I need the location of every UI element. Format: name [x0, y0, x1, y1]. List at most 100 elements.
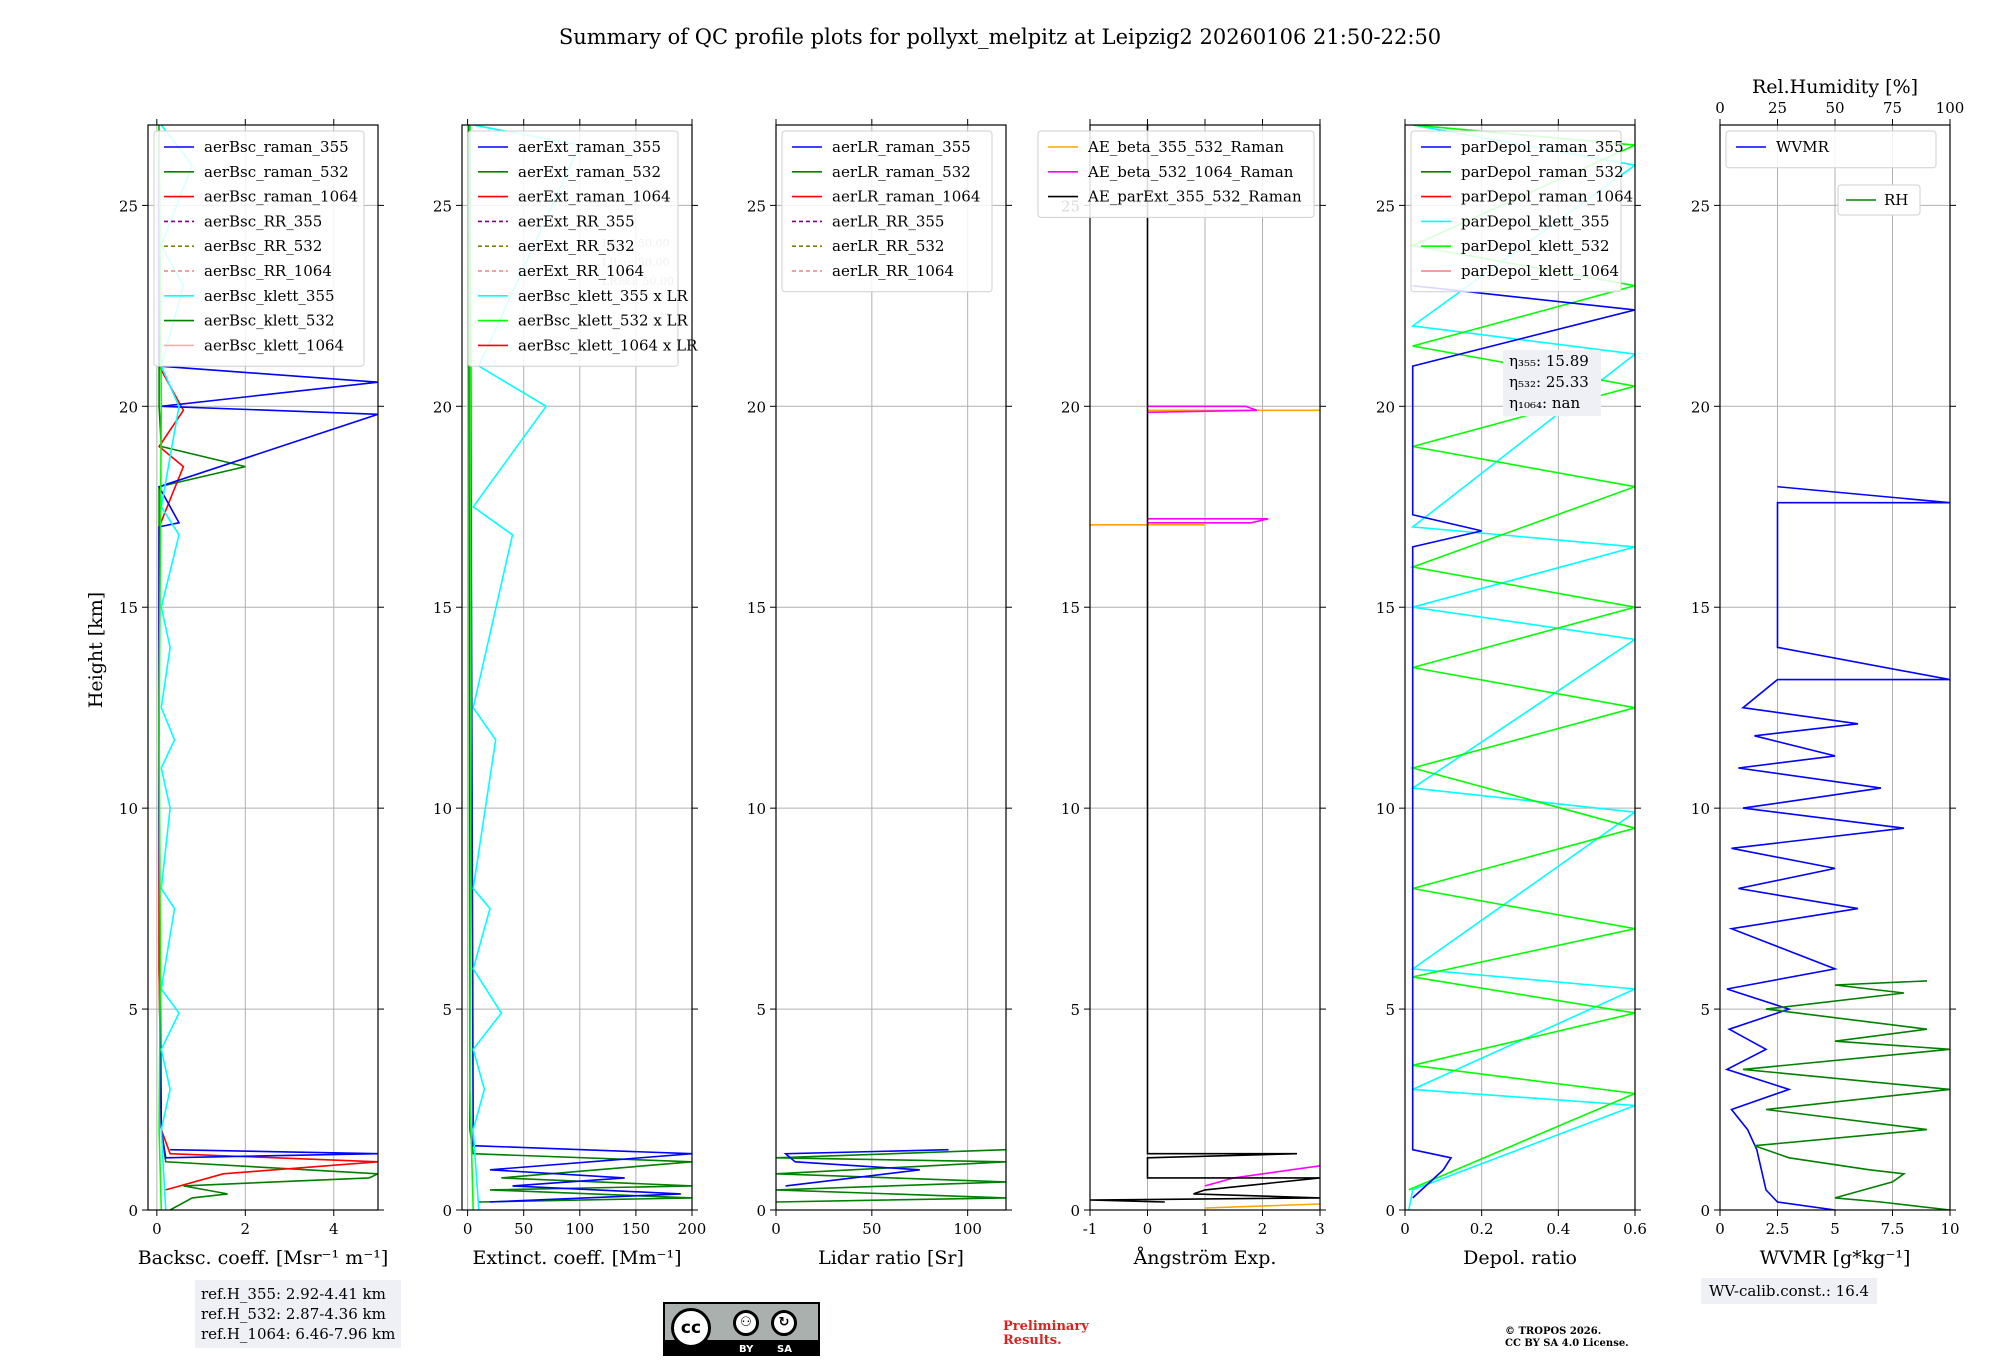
copyright-line-1: © TROPOS 2026.	[1505, 1326, 1602, 1337]
profile-panel-2: 0 5 10 15 20 25 0 50 100 150 200 Extinct. coeff. [M…	[433, 119, 706, 1269]
x-tick-label: 0	[152, 1220, 162, 1238]
x-tick-label: 3	[1315, 1220, 1325, 1238]
x-tick-label: 7.5	[1881, 1220, 1905, 1238]
eta-box	[1503, 350, 1601, 417]
series-line-parDepol_klett_355	[1408, 125, 1635, 1210]
y-tick-label: 20	[119, 398, 138, 416]
y-tick-label: 15	[1376, 599, 1395, 617]
legend-label: AE_beta_532_1064_Raman	[1087, 163, 1294, 181]
y-tick-label: 20	[747, 398, 766, 416]
legend-label: parDepol_klett_355	[1461, 212, 1610, 230]
ref-height-355: ref.H_355: 2.92-4.41 km	[201, 1285, 386, 1303]
profile-panel-1: 0 5 10 15 20 25 0 2 4 Backsc. coeff. [Msr⁻¹ m⁻¹] a…	[119, 119, 388, 1269]
x-tick-label: 0.6	[1623, 1220, 1647, 1238]
y-tick-label: 15	[1061, 599, 1080, 617]
series-line-aerExt_raman_355	[469, 125, 692, 1203]
legend-label: aerExt_raman_532	[518, 163, 661, 181]
legend-label: RH	[1884, 191, 1908, 209]
y-tick-label: 10	[1376, 800, 1395, 818]
panel-frame	[1404, 124, 1636, 1211]
legend-label: WVMR	[1776, 138, 1830, 156]
legend-label: aerBsc_klett_532	[204, 312, 335, 330]
x-tick-label: 0.2	[1470, 1220, 1494, 1238]
x-axis-label: Depol. ratio	[1463, 1247, 1577, 1269]
x-tick-label: 0.4	[1546, 1220, 1570, 1238]
legend-box	[781, 130, 993, 293]
legend-label: aerLR_raman_1064	[832, 188, 980, 206]
x-tick-label: 150	[622, 1220, 651, 1238]
y-tick-label: 20	[433, 398, 452, 416]
x-tick-label: 0	[463, 1220, 473, 1238]
cc-license-badge: cc ⚇ ↻ BY SA	[663, 1302, 820, 1356]
legend-label: aerBsc_raman_1064	[204, 188, 358, 206]
eta-label: η₃₅₅: 15.89	[1509, 352, 1589, 370]
top-x-tick-label: 100	[1936, 99, 1965, 117]
series-line-AE_beta_355_532_Raman	[1204, 1203, 1320, 1209]
x-tick-label: -1	[1083, 1220, 1098, 1238]
legend-label: aerBsc_RR_355	[204, 212, 322, 230]
legend-5: parDepol_raman_355 parDepol_raman_532 parD…	[1410, 130, 1633, 293]
x-axis-label: WVMR [g*kg⁻¹]	[1760, 1247, 1911, 1269]
legend-3: aerLR_raman_355 aerLR_raman_532 aerLR_rama…	[781, 130, 993, 293]
legend-label: aerBsc_klett_355	[204, 287, 335, 305]
legend-box	[1037, 130, 1315, 218]
series-line-parDepol_raman_355	[1411, 284, 1635, 1199]
reference-height-box: ref.H_355: 2.92-4.41 km ref.H_532: 2.87-…	[195, 1280, 402, 1348]
legend-1: aerBsc_raman_355 aerBsc_raman_532 aerBsc_r…	[153, 130, 365, 367]
y-tick-label: 0	[1700, 1202, 1710, 1220]
legend-label: parDepol_raman_355	[1461, 138, 1624, 156]
copyright-note: © TROPOS 2026. CC BY SA 4.0 License.	[1505, 1326, 1629, 1350]
legend-label: aerBsc_klett_1064 x LR	[518, 336, 698, 354]
y-tick-label: 20	[1376, 398, 1395, 416]
legend-label: AE_beta_355_532_Raman	[1087, 138, 1284, 156]
legend-label: aerBsc_klett_355 x LR	[518, 287, 689, 305]
top-axis-label: Rel.Humidity [%]	[1752, 76, 1918, 98]
series-line-WVMR	[1724, 485, 1950, 1210]
legend-label: aerLR_raman_355	[832, 138, 971, 156]
legend-label: parDepol_klett_1064	[1461, 262, 1619, 280]
series-line-AE_beta_532_1064_Raman	[1147, 405, 1258, 414]
series-line-AE_parExt_355_532_Raman	[1090, 125, 1320, 1203]
legend-label: aerLR_RR_355	[832, 212, 944, 230]
ref-height-1064: ref.H_1064: 6.46-7.96 km	[201, 1325, 396, 1343]
y-tick-label: 0	[756, 1202, 766, 1220]
top-x-tick-label: 50	[1825, 99, 1844, 117]
legend-label: parDepol_klett_532	[1461, 237, 1610, 255]
legend-label: AE_parExt_355_532_Raman	[1087, 188, 1302, 206]
x-tick-label: 0	[1400, 1220, 1410, 1238]
y-tick-label: 25	[1691, 197, 1710, 215]
panel-frame	[461, 124, 693, 1211]
x-tick-label: 2	[1258, 1220, 1268, 1238]
y-tick-label: 25	[433, 197, 452, 215]
legend-label: aerExt_RR_1064	[518, 262, 644, 280]
eta-annotation: η₃₅₅: 15.89 η₅₃₂: 25.33 η₁₀₆₄: nan	[1503, 350, 1601, 417]
cc-by-label: BY	[739, 1344, 754, 1355]
y-tick-label: 25	[1376, 197, 1395, 215]
preliminary-line-2: Results.	[1003, 1333, 1062, 1348]
legend-label: aerBsc_klett_1064	[204, 336, 344, 354]
x-tick-label: 1	[1200, 1220, 1210, 1238]
legend-label: aerLR_RR_1064	[832, 262, 954, 280]
y-tick-label: 0	[1385, 1202, 1395, 1220]
y-tick-label: 15	[433, 599, 452, 617]
preliminary-line-1: Preliminary	[1003, 1319, 1089, 1334]
legend-label: aerBsc_raman_532	[204, 163, 349, 181]
share-alike-icon: ↻	[771, 1310, 797, 1336]
top-x-tick-label: 0	[1715, 99, 1725, 117]
cc-sa-label: SA	[777, 1344, 792, 1355]
y-tick-label: 10	[433, 800, 452, 818]
profile-panel-3: 0 5 10 15 20 25 0 50 100 Lidar ratio [Sr] aerLR_ra…	[747, 119, 1012, 1269]
x-tick-label: 100	[953, 1220, 982, 1238]
panel-frame	[775, 124, 1007, 1211]
y-tick-label: 5	[1070, 1001, 1080, 1019]
series-line-aerLR_raman_532	[776, 1148, 1006, 1203]
y-tick-label: 5	[756, 1001, 766, 1019]
eta-label: η₅₃₂: 25.33	[1509, 373, 1589, 391]
x-tick-label: 100	[565, 1220, 594, 1238]
legend-label: aerExt_raman_355	[518, 138, 661, 156]
preliminary-results-note: Preliminary Results.	[1003, 1320, 1089, 1348]
legend-label: aerBsc_RR_532	[204, 237, 322, 255]
legend-label: aerBsc_raman_355	[204, 138, 349, 156]
legend-6: WVMR	[1725, 130, 1937, 169]
copyright-line-2: CC BY SA 4.0 License.	[1505, 1338, 1629, 1349]
